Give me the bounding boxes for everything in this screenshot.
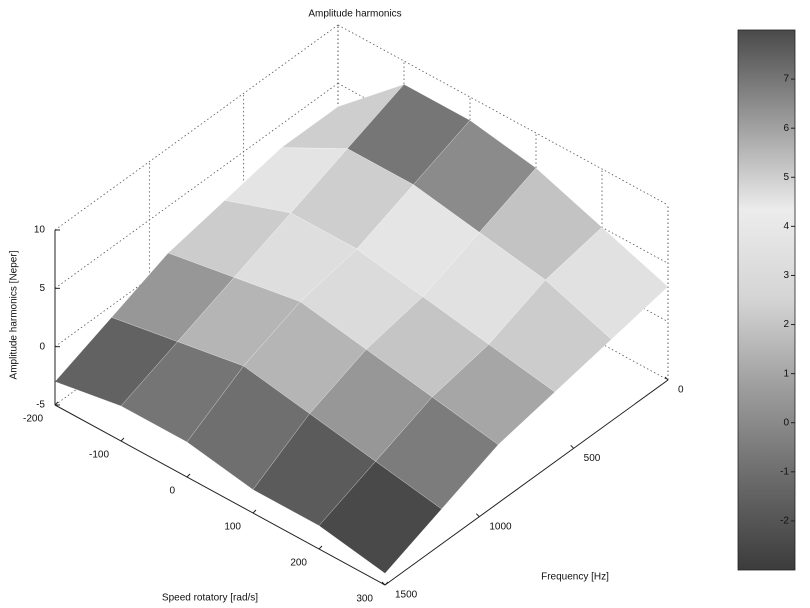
x-tick-label: 200 (290, 558, 307, 569)
chart-title: Amplitude harmonics (308, 9, 401, 20)
y-tick (476, 514, 479, 517)
y-tick-label: 1500 (395, 590, 418, 601)
colorbar (738, 30, 795, 570)
colorbar-tick-label: 0 (783, 417, 789, 428)
y-tick-label: 0 (678, 385, 684, 396)
colorbar-tick-label: 4 (783, 221, 789, 232)
z-tick-label: 0 (39, 341, 45, 352)
z-tick-label: 5 (39, 283, 45, 294)
x-tick-label: 100 (224, 522, 241, 533)
z-tick-label: -5 (36, 400, 45, 411)
x-tick (187, 474, 190, 477)
colorbar-tick-label: 5 (783, 172, 789, 183)
colorbar-tick-label: -1 (780, 466, 789, 477)
x-tick-label: -200 (23, 414, 43, 425)
x-tick (253, 510, 256, 513)
z-tick-label: 10 (34, 225, 46, 236)
y-tick-label: 1000 (489, 521, 512, 532)
x-tick-label: -100 (89, 450, 109, 461)
x-tick (319, 546, 322, 549)
colorbar-tick-label: -2 (780, 516, 789, 527)
z-axis-label: Amplitude harmonics [Neper] (9, 250, 20, 379)
x-tick-label: 300 (356, 594, 373, 605)
colorbar-tick-label: 7 (783, 74, 789, 85)
colorbar-tick-label: 1 (783, 368, 789, 379)
x-axis-label: Speed rotatory [rad/s] (162, 593, 258, 604)
y-tick-label: 500 (584, 453, 601, 464)
y-tick (571, 445, 574, 448)
chart: Amplitude harmonics Speed rotatory [rad/… (0, 0, 810, 608)
colorbar-tick-label: 2 (783, 319, 789, 330)
colorbar-tick-label: 3 (783, 270, 789, 281)
x-tick (121, 438, 124, 441)
colorbar-tick-label: 6 (783, 123, 789, 134)
x-tick-label: 0 (169, 486, 175, 497)
y-axis-label: Frequency [Hz] (541, 572, 609, 583)
